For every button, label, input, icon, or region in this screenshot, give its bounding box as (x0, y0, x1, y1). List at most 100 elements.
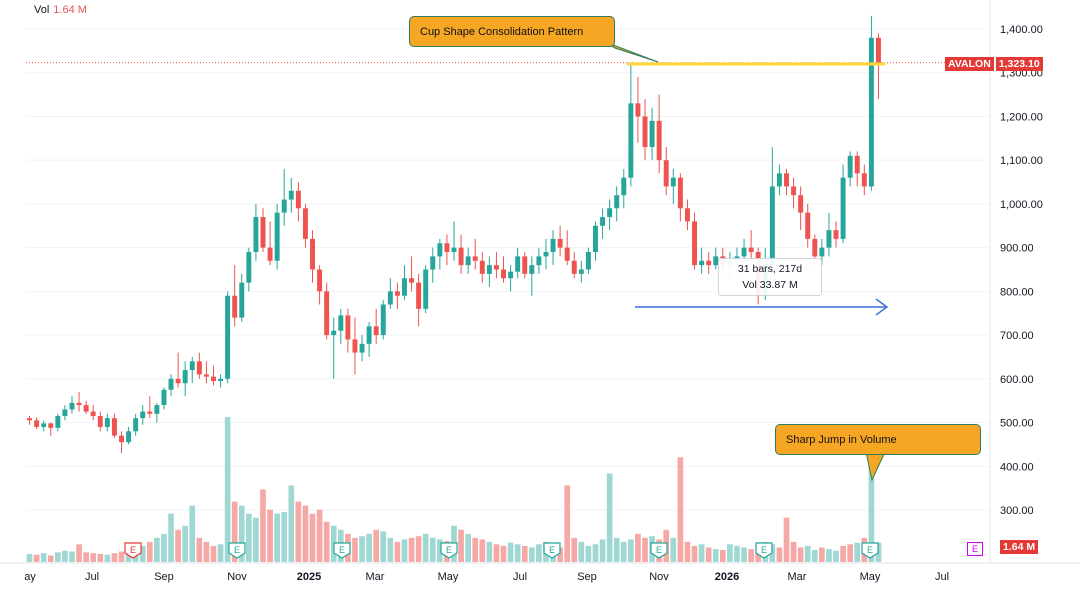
candle-body (90, 411, 96, 416)
volume-bar (175, 529, 181, 562)
volume-bar (323, 521, 330, 562)
candle-body (239, 282, 245, 318)
candle-body (875, 37, 881, 64)
volume-bar (691, 545, 698, 562)
volume-bar (698, 544, 705, 562)
volume-bar (564, 485, 571, 562)
y-tick-label: 500.00 (1000, 418, 1034, 430)
earnings-event-label: E (656, 545, 662, 555)
earnings-event-label: E (761, 545, 767, 555)
cup-pattern-callout[interactable]: Cup Shape Consolidation Pattern (409, 16, 615, 47)
candle-body (663, 160, 669, 187)
candle-body (260, 217, 266, 248)
volume-bar (83, 552, 89, 562)
candle-body (225, 295, 231, 379)
candle-body (529, 265, 535, 274)
volume-bar (840, 545, 846, 562)
earnings-event-label: E (339, 545, 345, 555)
volume-bar (528, 547, 535, 562)
volume-bar (33, 554, 40, 562)
volume-bar (288, 485, 295, 562)
x-tick-label: Sep (154, 571, 174, 583)
candle-body (147, 411, 153, 414)
candle-body (253, 217, 259, 253)
candle-body (578, 269, 584, 274)
volume-bar (203, 541, 210, 562)
candle-body (27, 418, 33, 421)
candle-body (713, 256, 719, 266)
candle-body (402, 278, 407, 296)
candle-body (522, 256, 528, 274)
volume-bar (69, 551, 75, 562)
candle-body (621, 177, 627, 196)
volume-bar (628, 539, 634, 562)
volume-bar (847, 544, 853, 562)
volume-bar (281, 512, 288, 562)
volume-bar (380, 531, 387, 562)
candle-body (34, 420, 40, 427)
candle-body (486, 265, 492, 274)
volume-bar (55, 552, 61, 562)
candle-body (642, 116, 648, 148)
candle-body (97, 415, 103, 427)
candle-body (699, 260, 705, 266)
candle-body (600, 217, 606, 226)
earnings-event-icon (650, 542, 668, 559)
candle-body (784, 173, 789, 187)
volume-bar (507, 542, 514, 562)
volume-bar (90, 553, 97, 562)
volume-bar (826, 549, 832, 562)
candle-body (833, 230, 839, 239)
candle-body (868, 37, 874, 187)
candle-body (76, 402, 82, 406)
y-tick-label: 1,000.00 (1000, 199, 1043, 211)
volume-bar (458, 529, 464, 562)
candle-body (359, 343, 365, 353)
volume-bars (26, 417, 882, 562)
volume-bar (684, 541, 691, 562)
volume-bar (783, 517, 790, 562)
candle-body (210, 376, 216, 382)
volume-label: Vol (34, 4, 50, 16)
volume-bar (146, 541, 153, 562)
projection-arrow[interactable] (635, 298, 889, 316)
volume-bar (557, 547, 563, 562)
candle-body (564, 247, 570, 261)
x-tick-label: May (438, 571, 459, 583)
volume-bar (606, 473, 613, 562)
candle-body (366, 326, 372, 344)
y-tick-label: 900.00 (1000, 243, 1034, 255)
candle-body (295, 190, 301, 209)
volume-bar (868, 465, 875, 562)
candle-body (840, 177, 846, 239)
x-tick-label: Sep (577, 571, 597, 583)
candle-body (218, 378, 224, 382)
x-tick-label: Jul (513, 571, 527, 583)
candle-body (189, 361, 195, 371)
volume-bar (161, 533, 167, 562)
candle-body (444, 243, 450, 253)
candle-body (62, 409, 68, 416)
candle-body (649, 120, 655, 148)
x-tick-label: Mar (788, 571, 807, 583)
candle-body (508, 271, 514, 279)
candle-body (83, 405, 89, 412)
volume-bar (748, 549, 754, 562)
volume-bar (253, 517, 259, 562)
candle-body (670, 177, 676, 187)
volume-bar (274, 513, 280, 562)
candle-body (791, 186, 797, 196)
candle-body (409, 278, 415, 283)
candle-body (819, 247, 825, 257)
volume-bar (670, 537, 677, 562)
candle-body (126, 431, 132, 443)
volume-bar (677, 457, 684, 562)
upcoming-earnings-icon[interactable]: E (967, 542, 983, 556)
volume-bar (111, 553, 118, 562)
candle-body (352, 339, 358, 353)
candle-body (161, 389, 167, 406)
volume-jump-callout[interactable]: Sharp Jump in Volume (775, 424, 981, 455)
candle-body (585, 252, 591, 270)
candle-body (140, 411, 146, 419)
